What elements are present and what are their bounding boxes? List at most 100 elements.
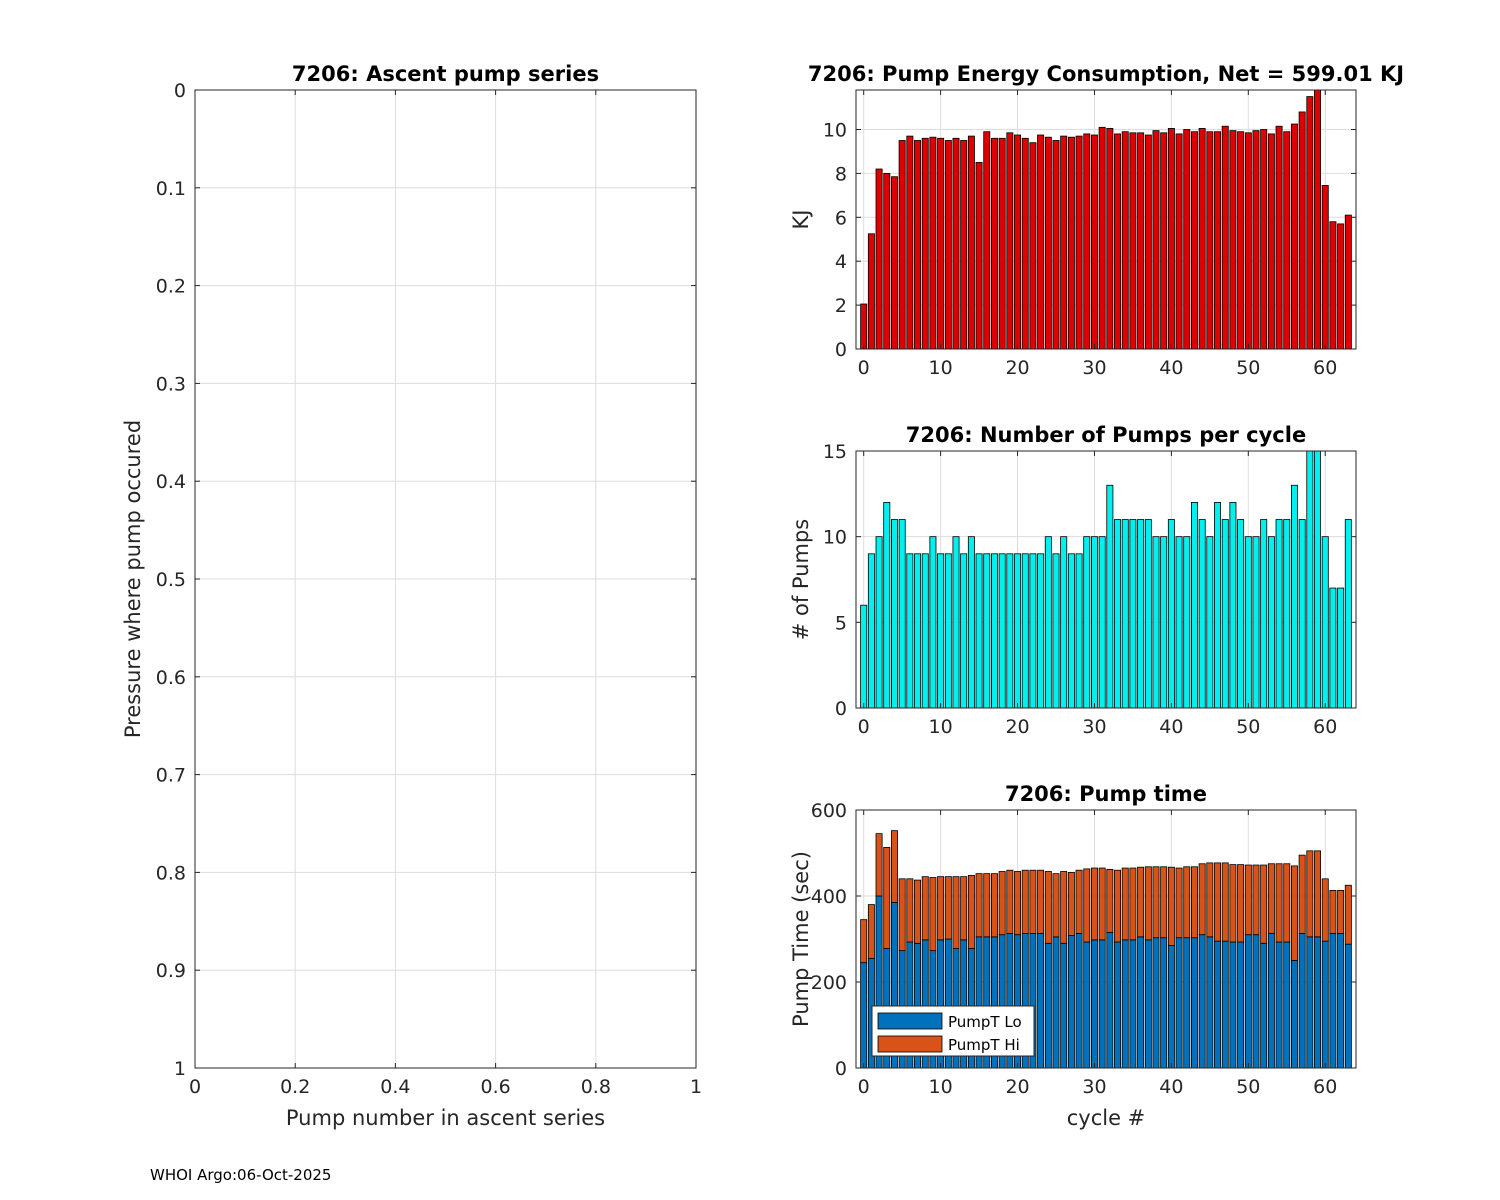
pumptime-bar-lo [1275, 941, 1283, 1069]
pumps-bar [921, 553, 929, 709]
energy-bar [875, 168, 883, 350]
pumptime-bar-lo [1321, 940, 1329, 1069]
pumptime-bar-hi [1290, 865, 1298, 961]
energy-bar [990, 137, 998, 350]
pumps-bar [952, 536, 960, 709]
pumptime-bar-hi [1260, 864, 1268, 944]
pumps-bar [1283, 519, 1291, 709]
energy-bar [1283, 131, 1291, 350]
pumptime-bar-lo [1044, 942, 1052, 1069]
energy-bar [1106, 128, 1114, 350]
energy-bar [1029, 142, 1037, 350]
legend-label: PumpT Lo [948, 1013, 1022, 1031]
pumptime-bar-lo [1314, 936, 1322, 1069]
ascent-xtick-label: 0.4 [380, 1076, 410, 1098]
pumptime-bar-lo [1214, 940, 1222, 1069]
pumptime-bar-hi [1144, 866, 1152, 941]
energy-bar [1306, 96, 1314, 350]
legend-label: PumpT Hi [948, 1036, 1020, 1054]
pumps-xtick-label: 20 [1005, 716, 1029, 738]
pumptime-bar-hi [1237, 864, 1245, 943]
pumptime-bar-hi [998, 871, 1006, 936]
energy-bar [1229, 130, 1237, 350]
pumps-bar [1021, 553, 1029, 709]
ascent-xtick-label: 0.6 [480, 1076, 510, 1098]
energy-bar [1190, 131, 1198, 350]
pumptime-bar-lo [1083, 941, 1091, 1069]
pumptime-xtick-label: 30 [1082, 1076, 1106, 1098]
pumps-bar [1098, 536, 1106, 709]
pumptime-bar-hi [1206, 862, 1214, 938]
energy-bar [1075, 135, 1083, 350]
energy-bar [1198, 128, 1206, 350]
pumptime-bar-lo [1237, 941, 1245, 1069]
pumps-bar [1175, 536, 1183, 709]
pumps-bar [1075, 553, 1083, 709]
pumps-bar [867, 553, 875, 709]
pumptime-bar-hi [1006, 869, 1014, 934]
pumptime-bar-hi [875, 833, 883, 897]
legend-swatch [877, 1012, 943, 1030]
pumps-bar [1321, 536, 1329, 709]
pumptime-bar-hi [975, 873, 983, 938]
pumptime-ytick-label: 400 [811, 886, 847, 908]
energy-xtick-label: 50 [1236, 357, 1260, 379]
energy-bar [1298, 111, 1306, 350]
pumps-bar [1144, 519, 1152, 709]
pumps-bar [960, 553, 968, 709]
energy-ytick-label: 8 [835, 163, 847, 185]
footer-stamp: WHOI Argo:06-Oct-2025 [150, 1166, 332, 1184]
pumptime-bar-hi [1106, 868, 1114, 933]
energy-xtick-label: 40 [1159, 357, 1183, 379]
pumptime-bar-lo [1175, 937, 1183, 1069]
energy-bar [998, 137, 1006, 350]
pumps-bar [1275, 519, 1283, 709]
pumptime-bar-hi [1329, 890, 1337, 934]
energy-ytick-label: 6 [835, 207, 847, 229]
pumps-bar [1290, 484, 1298, 709]
pumptime-bar-lo [1183, 937, 1191, 1069]
pumptime-bar-hi [1098, 867, 1106, 941]
energy-bar [1160, 132, 1168, 350]
pumps-bar [1052, 553, 1060, 709]
pumptime-bar-hi [860, 919, 868, 964]
pumps-ytick-label: 0 [835, 698, 847, 720]
pumptime-xtick-label: 60 [1313, 1076, 1337, 1098]
ascent-xtick-label: 1 [690, 1076, 702, 1098]
pumptime-bar-hi [1175, 867, 1183, 939]
pumps-bar [1190, 501, 1198, 709]
energy-bar [944, 140, 952, 350]
pumptime-bar-lo [1260, 942, 1268, 1069]
energy-chart: 0 10 20 30 40 50 60 0 2 4 6 8 10 7206: Pump Energy Co… [789, 62, 1404, 379]
energy-bar [1344, 214, 1352, 350]
pumptime-xtick-label: 0 [858, 1076, 870, 1098]
energy-bar [898, 140, 906, 350]
pumps-bar [890, 519, 898, 709]
pumps-ytick-label: 15 [823, 441, 847, 463]
ascent-xtick-label: 0.8 [581, 1076, 611, 1098]
pumps-bar [1306, 450, 1314, 709]
pumptime-bar-hi [898, 878, 906, 952]
energy-bar [1314, 89, 1322, 350]
pumps-bar [1029, 553, 1037, 709]
pumptime-bar-lo [1106, 932, 1114, 1069]
ascent-ylabel: Pressure where pump occured [121, 420, 145, 738]
pumps-ytick-label: 10 [823, 527, 847, 549]
energy-bar [1137, 132, 1145, 350]
pumps-ytick-label: 5 [835, 612, 847, 634]
pumptime-bar-hi [1252, 864, 1260, 936]
energy-bar [983, 131, 991, 350]
legend-swatch [877, 1035, 943, 1053]
pumptime-bar-lo [1052, 936, 1060, 1069]
pumptime-ylabel: Pump Time (sec) [789, 851, 813, 1027]
pumps-bar [990, 553, 998, 709]
pumptime-bar-hi [1090, 867, 1098, 941]
pumptime-bar-lo [1190, 937, 1198, 1069]
pumptime-bar-hi [1021, 869, 1029, 934]
pumptime-bar-hi [1052, 873, 1060, 938]
pumptime-bar-lo [1160, 937, 1168, 1069]
ascent-ytick-label: 0.4 [156, 471, 186, 493]
pumptime-bar-hi [1229, 864, 1237, 943]
pumptime-bar-hi [1167, 866, 1175, 946]
energy-bar [1152, 130, 1160, 350]
